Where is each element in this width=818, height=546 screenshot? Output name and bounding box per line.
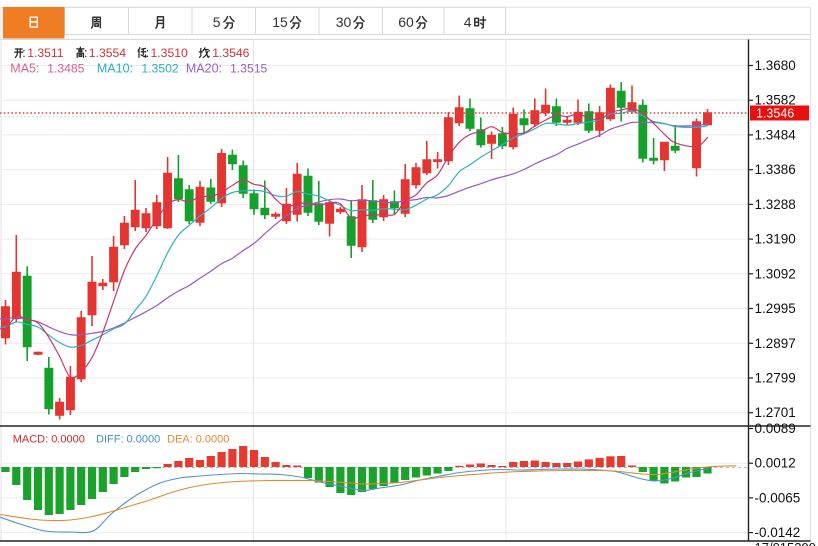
- svg-text:MA5:: MA5:: [10, 62, 39, 76]
- svg-text:1.3546: 1.3546: [212, 46, 249, 60]
- svg-text:DIFF: 0.0000: DIFF: 0.0000: [96, 434, 160, 446]
- svg-text:1.3582: 1.3582: [755, 93, 796, 108]
- svg-text:1.3484: 1.3484: [755, 127, 797, 142]
- svg-text:-0.0142: -0.0142: [755, 525, 801, 540]
- svg-text:4: 4: [464, 14, 472, 30]
- svg-text:1.3511: 1.3511: [27, 46, 64, 60]
- svg-text:1.2701: 1.2701: [755, 405, 796, 420]
- svg-text:1.2995: 1.2995: [755, 301, 796, 316]
- svg-text:1.3554: 1.3554: [89, 46, 126, 60]
- svg-text:1.3515: 1.3515: [230, 62, 267, 76]
- svg-text:1.3502: 1.3502: [141, 62, 178, 76]
- svg-text:5: 5: [213, 14, 221, 30]
- svg-text:MA10:: MA10:: [97, 62, 133, 76]
- svg-text:60: 60: [398, 14, 414, 30]
- svg-text:1.2897: 1.2897: [755, 336, 796, 351]
- svg-text:15: 15: [272, 14, 288, 30]
- svg-text::: :: [207, 46, 210, 60]
- svg-text:1.3386: 1.3386: [755, 162, 796, 177]
- svg-text:DEA: 0.0000: DEA: 0.0000: [167, 434, 229, 446]
- svg-text::: :: [22, 46, 25, 60]
- svg-text:0.0012: 0.0012: [755, 456, 796, 471]
- svg-text:1.3546: 1.3546: [756, 107, 794, 121]
- svg-text:1.2799: 1.2799: [755, 371, 796, 386]
- svg-text:1.3510: 1.3510: [151, 46, 188, 60]
- svg-text:30: 30: [336, 14, 352, 30]
- svg-text:1.3288: 1.3288: [755, 197, 796, 212]
- svg-text:17/015299: 17/015299: [755, 540, 816, 546]
- svg-text:1.3680: 1.3680: [755, 58, 796, 73]
- svg-text::: :: [84, 46, 87, 60]
- svg-text:-0.0065: -0.0065: [755, 490, 801, 505]
- svg-text:0.0089: 0.0089: [755, 421, 796, 436]
- svg-text:MA20:: MA20:: [186, 62, 222, 76]
- svg-text:MACD: 0.0000: MACD: 0.0000: [13, 434, 85, 446]
- svg-text::: :: [146, 46, 149, 60]
- svg-text:1.3485: 1.3485: [47, 62, 84, 76]
- svg-text:1.3190: 1.3190: [755, 232, 796, 247]
- svg-text:1.3092: 1.3092: [755, 266, 796, 281]
